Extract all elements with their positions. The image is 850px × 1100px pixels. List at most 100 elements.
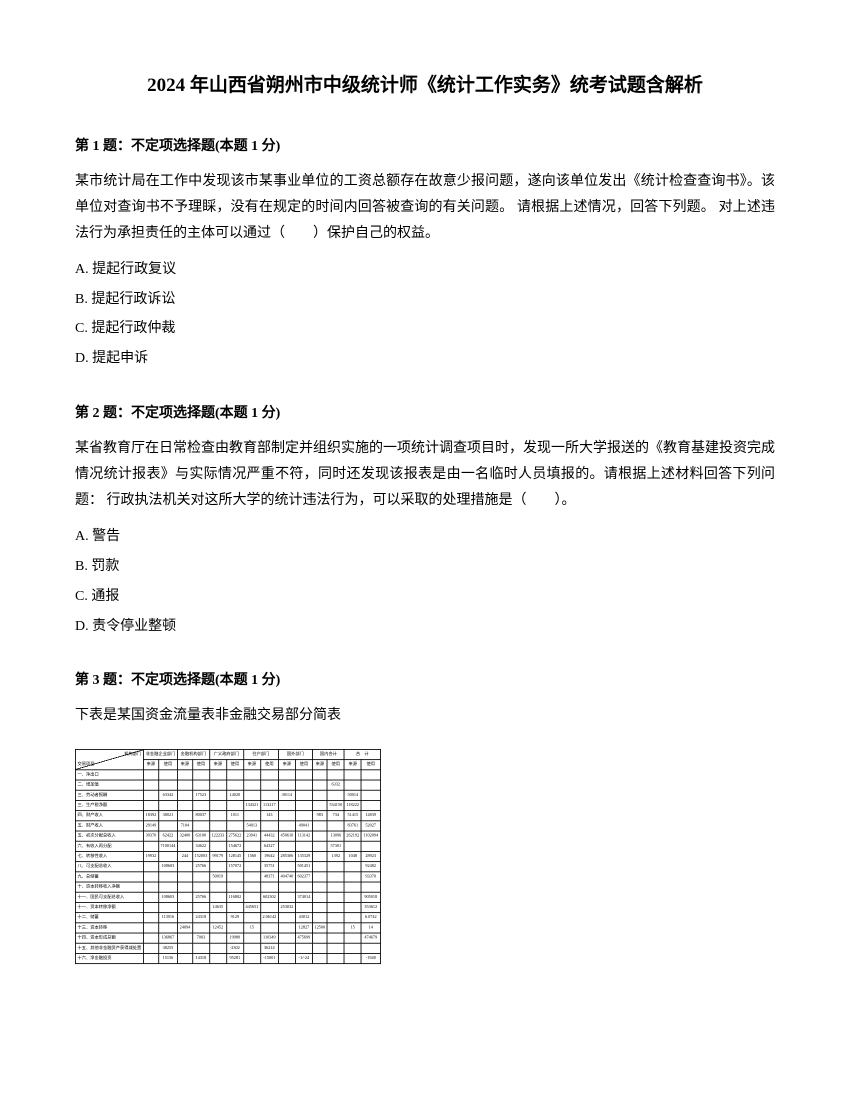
- row-label-cell: 二、增加值: [75, 780, 143, 790]
- sub-header-cell: 来源: [209, 760, 226, 770]
- data-cell: 25766: [192, 862, 209, 872]
- data-cell: [260, 882, 278, 892]
- data-cell: 12500: [312, 923, 327, 933]
- q2-option-c: C. 通报: [75, 584, 775, 610]
- data-cell: 64327: [260, 842, 278, 852]
- data-cell: [209, 913, 226, 923]
- data-cell: [344, 770, 361, 780]
- data-cell: 6.0742: [361, 913, 380, 923]
- data-cell: 445651: [243, 903, 260, 913]
- data-cell: [143, 862, 158, 872]
- data-cell: 475699: [295, 933, 312, 943]
- data-cell: 49041: [295, 821, 312, 831]
- q2-text: 某省教育厅在日常检查由教育部制定并组织实施的一项统计调查项目时，发现一所大学报送…: [75, 436, 775, 514]
- data-cell: [295, 903, 312, 913]
- q1-header: 第 1 题：不定项选择题(本题 1 分): [75, 135, 775, 155]
- data-cell: [260, 903, 278, 913]
- data-cell: 19932: [143, 852, 158, 862]
- data-cell: [177, 811, 192, 821]
- data-cell: [143, 954, 158, 964]
- data-cell: [177, 903, 192, 913]
- table-row: 十一、国民可支配总收入10860325766116802602302374014…: [75, 893, 380, 903]
- data-cell: [278, 882, 295, 892]
- sub-header-cell: 来源: [344, 760, 361, 770]
- data-cell: [312, 933, 327, 943]
- data-cell: 50014: [344, 791, 361, 801]
- data-cell: [312, 770, 327, 780]
- data-cell: [209, 842, 226, 852]
- data-cell: 23941: [243, 831, 260, 841]
- data-cell: [312, 872, 327, 882]
- data-cell: 44432: [260, 831, 278, 841]
- data-cell: [209, 882, 226, 892]
- data-cell: [327, 893, 344, 903]
- data-cell: 12452: [209, 923, 226, 933]
- data-cell: [143, 791, 158, 801]
- data-cell: [344, 933, 361, 943]
- data-cell: [192, 821, 209, 831]
- data-cell: [143, 842, 158, 852]
- data-cell: [260, 821, 278, 831]
- data-cell: 474679: [361, 933, 380, 943]
- data-cell: 157072: [226, 862, 243, 872]
- data-cell: [177, 791, 192, 801]
- data-cell: 80037: [192, 811, 209, 821]
- data-cell: 450610: [278, 831, 295, 841]
- table-head: 机构部门 交易项目 非金融企业部门 金融机构部门 广义政府部门 住户部门 国外部…: [75, 750, 380, 770]
- col-group-0: 非金融企业部门: [143, 750, 177, 760]
- data-cell: 12827: [295, 923, 312, 933]
- data-cell: [278, 954, 295, 964]
- data-cell: 13096: [327, 831, 344, 841]
- data-cell: [344, 882, 361, 892]
- data-cell: [344, 913, 361, 923]
- row-label-cell: 三、生产税净额: [75, 801, 143, 811]
- col-group-6: 合 计: [344, 750, 380, 760]
- data-cell: 1011: [226, 811, 243, 821]
- data-cell: 54013: [243, 821, 260, 831]
- q2-option-d: D. 责令停业整顿: [75, 614, 775, 640]
- q1-option-b: B. 提起行政诉讼: [75, 287, 775, 313]
- data-cell: 374014: [295, 893, 312, 903]
- data-cell: 14: [361, 923, 380, 933]
- data-cell: [344, 780, 361, 790]
- data-cell: [243, 954, 260, 964]
- row-label-cell: 八、可支配总收入: [75, 862, 143, 872]
- row-label-cell: 十三、资本转移: [75, 923, 143, 933]
- q1-option-c: C. 提起行政仲裁: [75, 316, 775, 342]
- data-cell: 7100144: [158, 842, 177, 852]
- data-cell: [361, 882, 380, 892]
- data-cell: 51415: [344, 811, 361, 821]
- data-cell: -1/-24: [295, 954, 312, 964]
- data-cell: [243, 811, 260, 821]
- data-cell: [327, 954, 344, 964]
- data-cell: [143, 913, 158, 923]
- data-cell: [177, 882, 192, 892]
- sub-header-cell: 使用: [327, 760, 344, 770]
- data-cell: 57301: [327, 842, 344, 852]
- data-cell: [192, 801, 209, 811]
- col-group-2: 广义政府部门: [209, 750, 243, 760]
- data-cell: [344, 842, 361, 852]
- data-cell: 52027: [361, 821, 380, 831]
- data-cell: 38021: [158, 811, 177, 821]
- data-cell: 14635: [209, 903, 226, 913]
- table-row: 一、净出口: [75, 770, 380, 780]
- data-cell: 152003: [192, 852, 209, 862]
- q3-text: 下表是某国资金流量表非金融交易部分简表: [75, 703, 775, 729]
- data-cell: [226, 770, 243, 780]
- data-cell: [143, 923, 158, 933]
- data-cell: [192, 944, 209, 954]
- data-cell: [312, 862, 327, 872]
- data-cell: [158, 882, 177, 892]
- data-cell: [226, 872, 243, 882]
- data-cell: 108603: [158, 862, 177, 872]
- row-label-cell: 九、总储蓄: [75, 872, 143, 882]
- row-label-cell: 三、劳动者报酬: [75, 791, 143, 801]
- data-cell: 113916: [158, 913, 177, 923]
- data-cell: 24094: [177, 923, 192, 933]
- data-cell: [158, 923, 177, 933]
- data-cell: [177, 933, 192, 943]
- row-label-cell: 六、有收入再分配: [75, 842, 143, 852]
- table-row: 四、财产收入1839238021800371011143983734514151…: [75, 811, 380, 821]
- table-row: 十一、资本转移净额14635445651253032353612: [75, 903, 380, 913]
